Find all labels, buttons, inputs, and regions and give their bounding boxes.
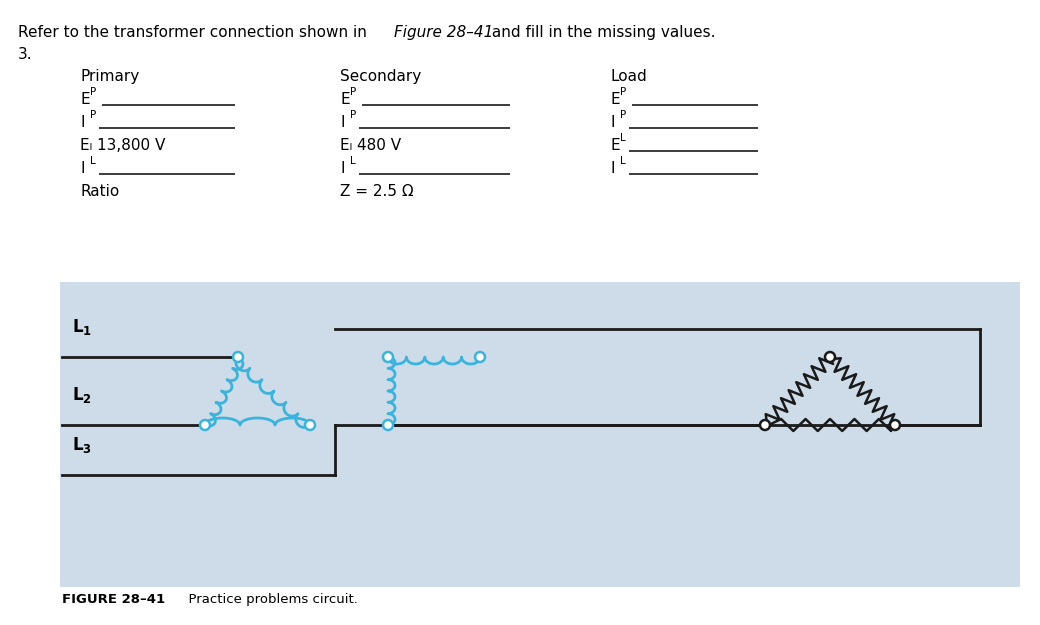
Text: Figure 28–41: Figure 28–41 (394, 25, 493, 40)
Text: Refer to the transformer connection shown in: Refer to the transformer connection show… (18, 25, 371, 40)
Text: and fill in the missing values.: and fill in the missing values. (487, 25, 716, 40)
Text: I: I (340, 161, 344, 176)
Text: I: I (80, 115, 84, 130)
Circle shape (825, 352, 835, 362)
Text: $\mathbf{L_1}$: $\mathbf{L_1}$ (72, 317, 92, 337)
Text: L: L (90, 156, 96, 166)
Text: 3.: 3. (18, 47, 32, 62)
Text: Eₗ 13,800 V: Eₗ 13,800 V (80, 138, 165, 153)
Text: P: P (90, 87, 97, 97)
Text: I: I (340, 115, 344, 130)
Text: P: P (350, 87, 357, 97)
Text: P: P (90, 110, 97, 120)
Text: E: E (610, 92, 620, 107)
Text: P: P (350, 110, 357, 120)
Text: I: I (610, 161, 615, 176)
Text: Eₗ 480 V: Eₗ 480 V (340, 138, 401, 153)
Circle shape (890, 420, 900, 430)
Text: Load: Load (610, 69, 647, 84)
Text: $\mathbf{L_2}$: $\mathbf{L_2}$ (72, 385, 92, 405)
Circle shape (233, 352, 243, 362)
Text: Practice problems circuit.: Practice problems circuit. (180, 593, 358, 606)
Circle shape (383, 352, 393, 362)
Text: I: I (80, 161, 84, 176)
Text: P: P (620, 87, 626, 97)
Text: L: L (620, 133, 626, 143)
Text: E: E (340, 92, 349, 107)
Circle shape (305, 420, 315, 430)
Text: L: L (620, 156, 626, 166)
Text: P: P (620, 110, 626, 120)
Text: L: L (350, 156, 356, 166)
Text: I: I (610, 115, 615, 130)
Text: Ratio: Ratio (80, 184, 120, 199)
Circle shape (760, 420, 770, 430)
Circle shape (383, 420, 393, 430)
Text: E: E (80, 92, 89, 107)
Text: Primary: Primary (80, 69, 139, 84)
Text: Refer to the transformer connection shown in: Refer to the transformer connection show… (18, 25, 376, 40)
Text: Z = 2.5 Ω: Z = 2.5 Ω (340, 184, 414, 199)
Text: FIGURE 28–41: FIGURE 28–41 (62, 593, 165, 606)
Text: Secondary: Secondary (340, 69, 421, 84)
Circle shape (475, 352, 485, 362)
Circle shape (200, 420, 210, 430)
Bar (60, 282, 1020, 587)
Text: $\mathbf{L_3}$: $\mathbf{L_3}$ (72, 435, 92, 455)
Text: E: E (610, 138, 620, 153)
